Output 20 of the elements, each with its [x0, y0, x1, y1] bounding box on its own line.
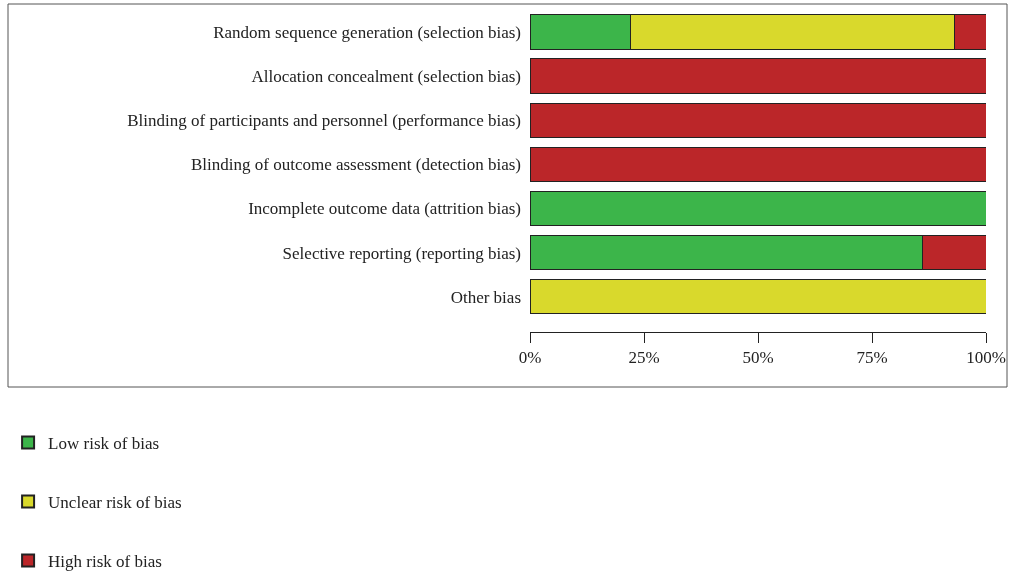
- x-tick-label: 50%: [742, 348, 774, 368]
- legend-label: Low risk of bias: [48, 434, 160, 454]
- bar: [530, 58, 986, 94]
- bar: [530, 146, 986, 183]
- bar: [530, 102, 986, 138]
- y-tick-label: Blinding of outcome assessment (detection bias): [190, 155, 521, 175]
- y-tick-label: Other bias: [450, 287, 521, 307]
- legend-label: Unclear risk of bias: [48, 493, 182, 513]
- x-tick-label: 0%: [518, 348, 542, 368]
- x-tick-label: 100%: [966, 348, 1006, 368]
- y-tick-label: Allocation concealment (selection bias): [251, 67, 521, 87]
- bar: [530, 279, 986, 315]
- legend-label: High risk of bias: [48, 552, 162, 572]
- y-tick-label: Blinding of participants and personnel (performance bias): [127, 111, 521, 131]
- y-tick-label: Incomplete outcome data (attrition bias): [248, 199, 521, 219]
- y-tick-label: Selective reporting (reporting bias): [282, 243, 521, 263]
- y-tick-label: Random sequence generation (selection bias): [213, 23, 521, 42]
- bar: [530, 190, 986, 227]
- x-tick-label: 25%: [628, 348, 660, 368]
- x-tick-label: 75%: [856, 348, 888, 368]
